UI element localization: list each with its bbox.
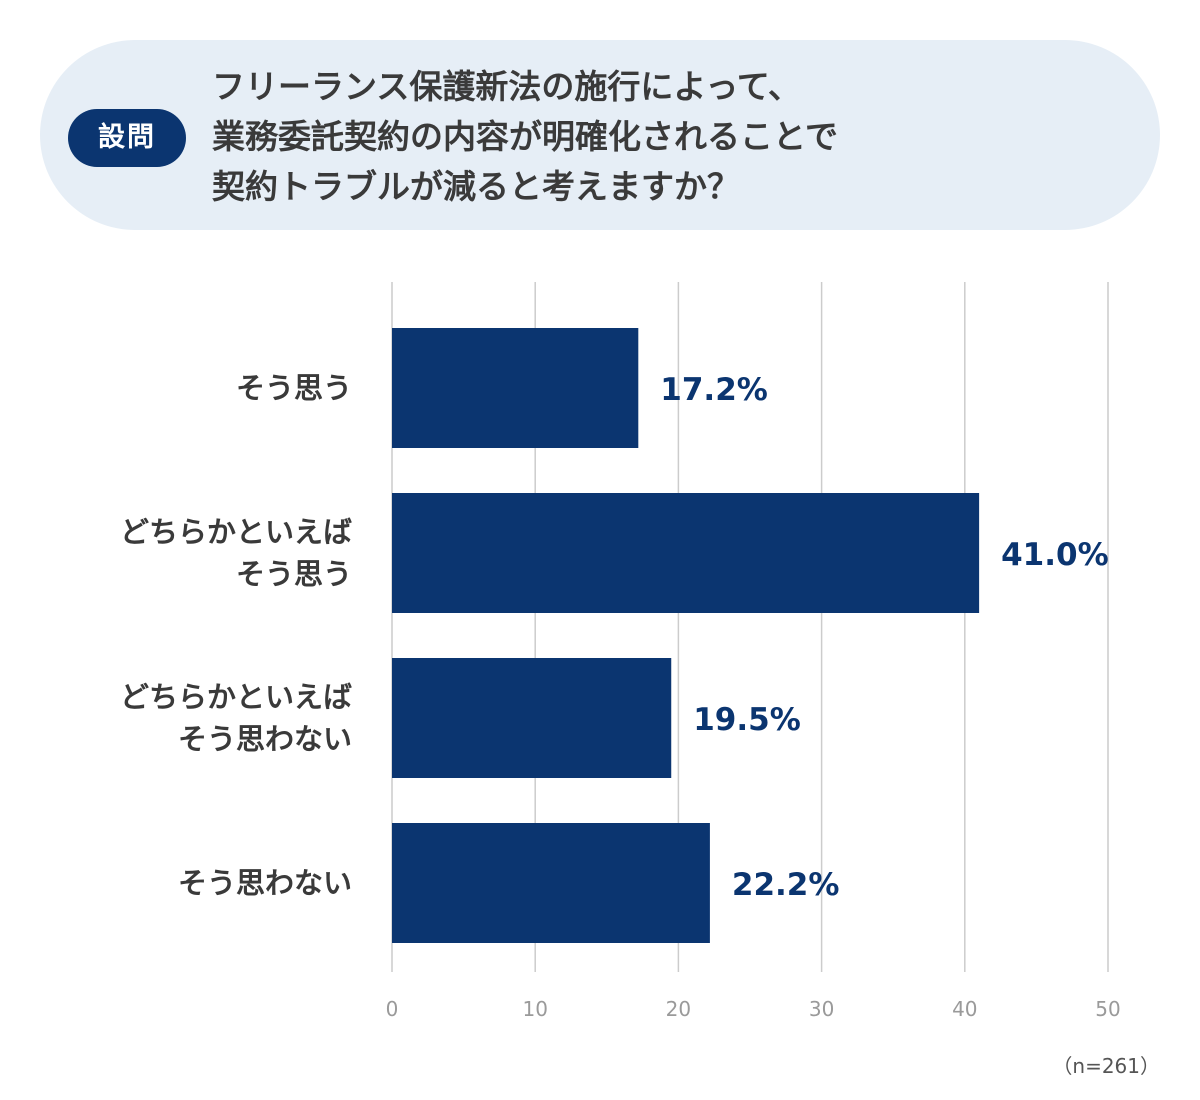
question-line-2: 業務委託契約の内容が明確化されることで — [212, 117, 839, 156]
question-badge: 設問 — [68, 109, 186, 167]
x-tick-label: 30 — [809, 997, 834, 1021]
x-tick-label: 10 — [522, 997, 547, 1021]
category-label: そう思う — [236, 371, 352, 405]
data-label: 19.5% — [693, 702, 801, 738]
category-label: そう思わない — [178, 722, 352, 756]
sample-size-note: （n=261） — [1052, 1054, 1160, 1078]
category-label: そう思う — [236, 557, 352, 591]
x-tick-label: 40 — [952, 997, 977, 1021]
question-line-3: 契約トラブルが減ると考えますか？ — [212, 167, 740, 206]
x-tick-label: 0 — [386, 997, 399, 1021]
data-label: 41.0% — [1001, 537, 1109, 573]
question-line-1: フリーランス保護新法の施行によって、 — [212, 67, 802, 106]
bar — [392, 493, 980, 613]
x-tick-label: 20 — [666, 997, 691, 1021]
question-text: フリーランス保護新法の施行によって、 業務委託契約の内容が明確化されることで 契… — [212, 62, 838, 212]
category-label: どちらかといえば — [120, 515, 352, 549]
data-label: 17.2% — [660, 372, 768, 408]
bar — [392, 823, 710, 943]
bar — [392, 658, 672, 778]
bar — [392, 328, 639, 448]
category-label: そう思わない — [178, 866, 352, 900]
category-label: どちらかといえば — [120, 680, 352, 714]
x-tick-label: 50 — [1095, 997, 1120, 1021]
question-box — [40, 40, 1160, 230]
data-label: 22.2% — [732, 867, 840, 903]
